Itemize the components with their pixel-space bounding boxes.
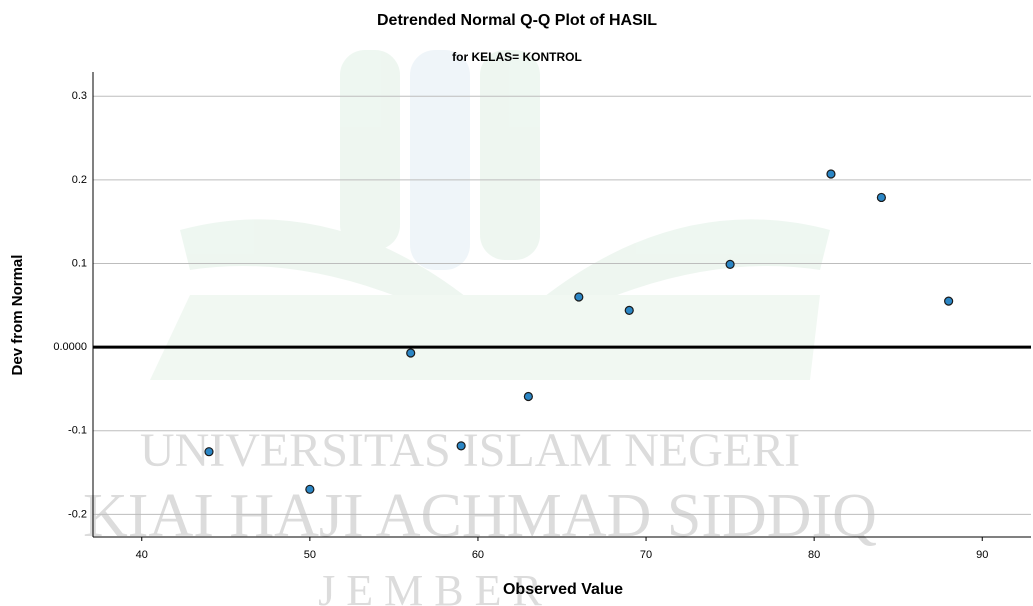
watermark-text: KIAI HAJI ACHMAD SIDDIQ [83, 482, 877, 550]
chart-title: Detrended Normal Q-Q Plot of HASIL [377, 12, 657, 29]
point [575, 293, 583, 301]
x-axis-title: Observed Value [503, 581, 623, 598]
x-tick-label: 80 [808, 549, 820, 561]
x-tick-label: 50 [304, 549, 316, 561]
point [205, 448, 213, 456]
watermark-text: UNIVERSITAS ISLAM NEGERI [140, 424, 800, 477]
chart-subtitle: for KELAS= KONTROL [452, 50, 582, 64]
watermark-logo [150, 50, 830, 380]
y-tick-label: 0.0000 [53, 341, 87, 353]
point [877, 193, 885, 201]
y-tick-label: 0.2 [72, 174, 87, 186]
point [407, 349, 415, 357]
point [524, 392, 532, 400]
point [306, 485, 314, 493]
x-tick-label: 40 [136, 549, 148, 561]
point [726, 260, 734, 268]
y-tick-label: 0.3 [72, 90, 87, 102]
y-tick-label: -0.1 [68, 425, 87, 437]
point [625, 306, 633, 314]
y-tick-label: -0.2 [68, 508, 87, 520]
point [945, 297, 953, 305]
point [827, 170, 835, 178]
x-tick-label: 70 [640, 549, 652, 561]
x-tick-label: 90 [976, 549, 988, 561]
x-tick-label: 60 [472, 549, 484, 561]
point [457, 442, 465, 450]
y-tick-label: 0.1 [72, 257, 87, 269]
y-axis-title: Dev from Normal [9, 255, 26, 376]
chart: UNIVERSITAS ISLAM NEGERIKIAI HAJI ACHMAD… [0, 0, 1033, 606]
